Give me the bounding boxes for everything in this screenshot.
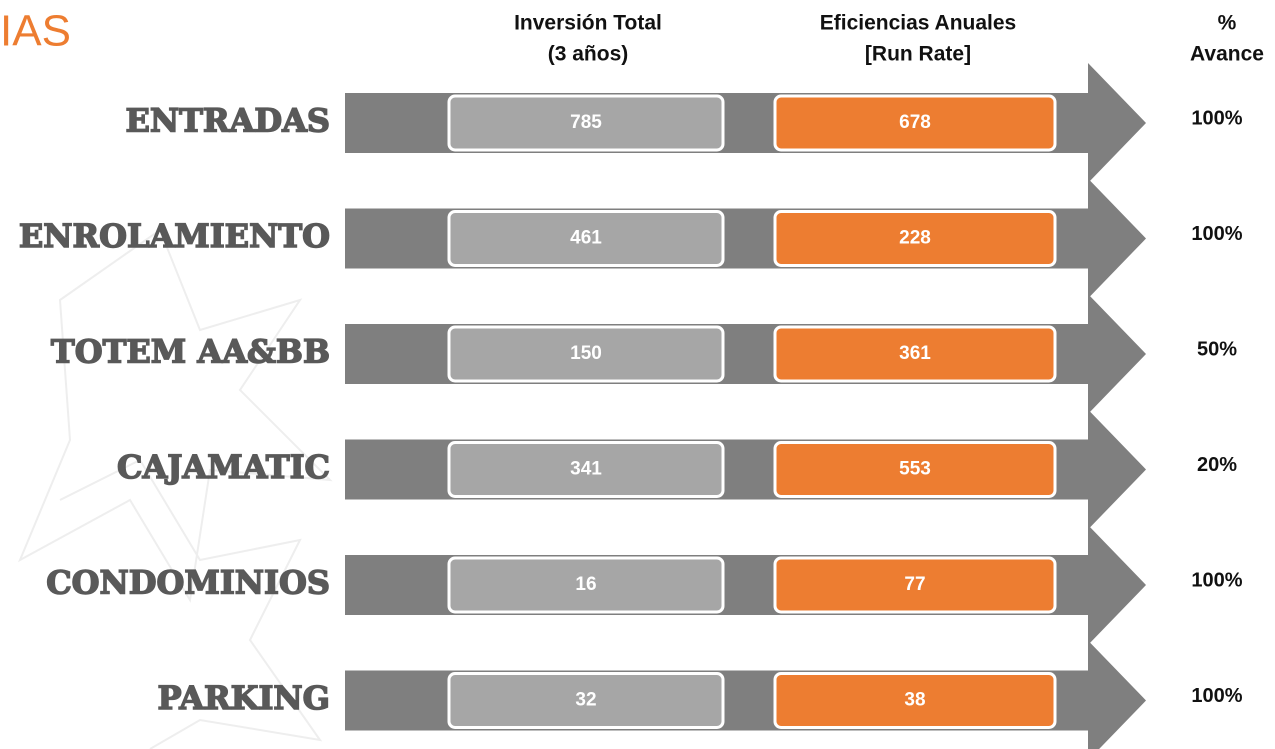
column-header: Eficiencias Anuales xyxy=(820,12,1016,35)
avance-value: 20% xyxy=(1197,454,1237,476)
row-arrow xyxy=(345,294,1146,414)
eficiencia-box xyxy=(773,94,1057,152)
column-header: [Run Rate] xyxy=(865,43,971,66)
eficiencia-value: 553 xyxy=(899,459,931,480)
inversion-box xyxy=(447,210,725,267)
eficiencia-value: 77 xyxy=(904,574,925,595)
inversion-value: 341 xyxy=(570,459,602,480)
eficiencia-box xyxy=(773,210,1057,267)
row-label: TOTEM AA&BB xyxy=(51,333,330,371)
row-arrow xyxy=(345,409,1146,530)
inversion-box xyxy=(447,441,725,498)
inversion-value: 785 xyxy=(570,112,602,133)
eficiencia-value: 361 xyxy=(899,343,931,364)
inversion-box xyxy=(447,672,725,729)
avance-value: 100% xyxy=(1191,223,1242,245)
inversion-box xyxy=(447,94,725,152)
inversion-value: 461 xyxy=(570,228,602,249)
background-star xyxy=(17,228,333,749)
avance-value: 50% xyxy=(1197,338,1237,360)
row-label: CAJAMATIC xyxy=(117,448,330,486)
column-header: % xyxy=(1218,12,1237,35)
eficiencia-value: 678 xyxy=(899,112,931,133)
eficiencia-value: 228 xyxy=(899,228,931,249)
inversion-value: 32 xyxy=(575,690,596,711)
eficiencia-box xyxy=(773,672,1057,729)
eficiencia-box xyxy=(773,325,1057,383)
avance-value: 100% xyxy=(1191,107,1242,129)
eficiencia-box xyxy=(773,556,1057,614)
inversion-box xyxy=(447,556,725,614)
inversion-value: 16 xyxy=(575,574,596,595)
column-header: Inversión Total xyxy=(514,12,662,35)
row-arrow xyxy=(345,525,1146,645)
avance-value: 100% xyxy=(1191,685,1242,707)
title: IAS xyxy=(0,7,71,56)
row-arrow xyxy=(345,178,1146,299)
eficiencia-box xyxy=(773,441,1057,498)
row-label: CONDOMINIOS xyxy=(46,564,330,602)
inversion-box xyxy=(447,325,725,383)
row-label: ENROLAMIENTO xyxy=(19,217,330,255)
row-label: ENTRADAS xyxy=(125,102,330,140)
column-header: Avance xyxy=(1190,43,1264,66)
inversion-value: 150 xyxy=(570,343,602,364)
row-label: PARKING xyxy=(157,679,330,717)
row-arrow xyxy=(345,63,1146,183)
avance-value: 100% xyxy=(1191,569,1242,591)
column-header: (3 años) xyxy=(548,43,629,66)
eficiencia-value: 38 xyxy=(904,690,925,711)
